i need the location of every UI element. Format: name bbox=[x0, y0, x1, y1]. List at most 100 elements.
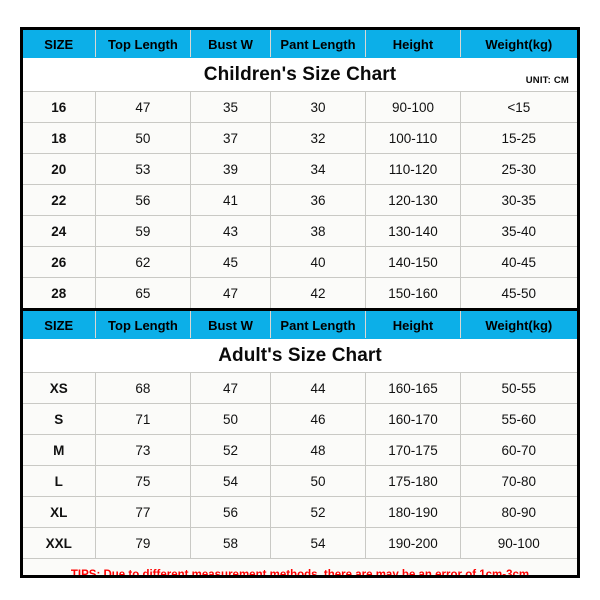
cell-pant-length: 42 bbox=[269, 277, 367, 308]
cell-size: 22 bbox=[23, 184, 96, 216]
table-row: 26 62 45 40 140-150 40-45 bbox=[23, 246, 577, 278]
cell-weight: 25-30 bbox=[459, 153, 577, 185]
children-col-size: SIZE bbox=[23, 30, 96, 58]
children-col-bust-w: Bust W bbox=[190, 30, 271, 58]
table-row: M 73 52 48 170-175 60-70 bbox=[23, 434, 577, 466]
children-col-height: Height bbox=[365, 30, 461, 58]
tips-footer: TIPS: Due to different measurement metho… bbox=[23, 558, 577, 578]
cell-weight: 45-50 bbox=[459, 277, 577, 308]
cell-weight: <15 bbox=[459, 91, 577, 123]
cell-size: XXL bbox=[23, 527, 96, 558]
cell-top-length: 68 bbox=[94, 372, 192, 404]
table-row: 28 65 47 42 150-160 45-50 bbox=[23, 277, 577, 308]
cell-weight: 55-60 bbox=[459, 403, 577, 435]
cell-weight: 15-25 bbox=[459, 122, 577, 154]
table-row: XS 68 47 44 160-165 50-55 bbox=[23, 372, 577, 404]
cell-weight: 80-90 bbox=[459, 496, 577, 528]
cell-top-length: 75 bbox=[94, 465, 192, 497]
cell-pant-length: 40 bbox=[269, 246, 367, 278]
cell-size: L bbox=[23, 465, 96, 497]
cell-size: 28 bbox=[23, 277, 96, 308]
cell-bust-w: 39 bbox=[190, 153, 271, 185]
adult-size-chart-table: Adult's Size Chart SIZE Top Length Bust … bbox=[23, 311, 577, 558]
cell-bust-w: 41 bbox=[190, 184, 271, 216]
children-size-chart-table: Children's Size Chart UNIT: CM SIZE Top … bbox=[23, 30, 577, 308]
cell-bust-w: 56 bbox=[190, 496, 271, 528]
cell-top-length: 71 bbox=[94, 403, 192, 435]
adult-title-row: Adult's Size Chart bbox=[23, 338, 577, 373]
children-title-row: Children's Size Chart UNIT: CM bbox=[23, 57, 577, 92]
cell-top-length: 56 bbox=[94, 184, 192, 216]
children-chart-title: Children's Size Chart bbox=[203, 63, 397, 85]
cell-height: 160-165 bbox=[365, 372, 461, 404]
cell-weight: 50-55 bbox=[459, 372, 577, 404]
table-row: XXL 79 58 54 190-200 90-100 bbox=[23, 527, 577, 558]
cell-bust-w: 47 bbox=[190, 372, 271, 404]
section-divider bbox=[23, 308, 577, 311]
cell-top-length: 79 bbox=[94, 527, 192, 558]
size-chart-sheet: Children's Size Chart UNIT: CM SIZE Top … bbox=[20, 27, 580, 578]
cell-top-length: 53 bbox=[94, 153, 192, 185]
cell-top-length: 65 bbox=[94, 277, 192, 308]
cell-pant-length: 44 bbox=[269, 372, 367, 404]
cell-pant-length: 48 bbox=[269, 434, 367, 466]
adult-col-height: Height bbox=[365, 311, 461, 339]
cell-bust-w: 35 bbox=[190, 91, 271, 123]
children-header-row: SIZE Top Length Bust W Pant Length Heigh… bbox=[23, 30, 577, 58]
cell-pant-length: 52 bbox=[269, 496, 367, 528]
table-row: L 75 54 50 175-180 70-80 bbox=[23, 465, 577, 497]
children-col-pant-length: Pant Length bbox=[269, 30, 367, 58]
cell-size: 16 bbox=[23, 91, 96, 123]
cell-weight: 70-80 bbox=[459, 465, 577, 497]
table-row: 24 59 43 38 130-140 35-40 bbox=[23, 215, 577, 247]
cell-weight: 40-45 bbox=[459, 246, 577, 278]
cell-height: 190-200 bbox=[365, 527, 461, 558]
cell-bust-w: 37 bbox=[190, 122, 271, 154]
table-row: 18 50 37 32 100-110 15-25 bbox=[23, 122, 577, 154]
cell-pant-length: 30 bbox=[269, 91, 367, 123]
children-title-cell: Children's Size Chart UNIT: CM bbox=[23, 57, 577, 92]
cell-top-length: 47 bbox=[94, 91, 192, 123]
cell-bust-w: 58 bbox=[190, 527, 271, 558]
cell-pant-length: 34 bbox=[269, 153, 367, 185]
cell-height: 160-170 bbox=[365, 403, 461, 435]
cell-height: 170-175 bbox=[365, 434, 461, 466]
cell-bust-w: 43 bbox=[190, 215, 271, 247]
cell-height: 110-120 bbox=[365, 153, 461, 185]
adult-col-weight: Weight(kg) bbox=[459, 311, 577, 339]
cell-size: M bbox=[23, 434, 96, 466]
children-col-top-length: Top Length bbox=[94, 30, 192, 58]
cell-weight: 90-100 bbox=[459, 527, 577, 558]
cell-height: 175-180 bbox=[365, 465, 461, 497]
cell-height: 150-160 bbox=[365, 277, 461, 308]
cell-top-length: 62 bbox=[94, 246, 192, 278]
adult-col-bust-w: Bust W bbox=[190, 311, 271, 339]
cell-pant-length: 54 bbox=[269, 527, 367, 558]
cell-top-length: 50 bbox=[94, 122, 192, 154]
unit-label: UNIT: CM bbox=[525, 75, 569, 86]
cell-size: 26 bbox=[23, 246, 96, 278]
table-row: S 71 50 46 160-170 55-60 bbox=[23, 403, 577, 435]
table-row: XL 77 56 52 180-190 80-90 bbox=[23, 496, 577, 528]
cell-bust-w: 45 bbox=[190, 246, 271, 278]
cell-size: 24 bbox=[23, 215, 96, 247]
cell-top-length: 77 bbox=[94, 496, 192, 528]
cell-bust-w: 50 bbox=[190, 403, 271, 435]
cell-size: XS bbox=[23, 372, 96, 404]
cell-size: XL bbox=[23, 496, 96, 528]
adult-col-top-length: Top Length bbox=[94, 311, 192, 339]
cell-size: 20 bbox=[23, 153, 96, 185]
cell-size: 18 bbox=[23, 122, 96, 154]
cell-bust-w: 54 bbox=[190, 465, 271, 497]
cell-top-length: 73 bbox=[94, 434, 192, 466]
cell-weight: 60-70 bbox=[459, 434, 577, 466]
tips-text: TIPS: Due to different measurement metho… bbox=[70, 568, 530, 578]
cell-height: 140-150 bbox=[365, 246, 461, 278]
table-row: 22 56 41 36 120-130 30-35 bbox=[23, 184, 577, 216]
table-row: 16 47 35 30 90-100 <15 bbox=[23, 91, 577, 123]
cell-bust-w: 47 bbox=[190, 277, 271, 308]
cell-pant-length: 32 bbox=[269, 122, 367, 154]
cell-height: 180-190 bbox=[365, 496, 461, 528]
cell-height: 130-140 bbox=[365, 215, 461, 247]
cell-height: 100-110 bbox=[365, 122, 461, 154]
